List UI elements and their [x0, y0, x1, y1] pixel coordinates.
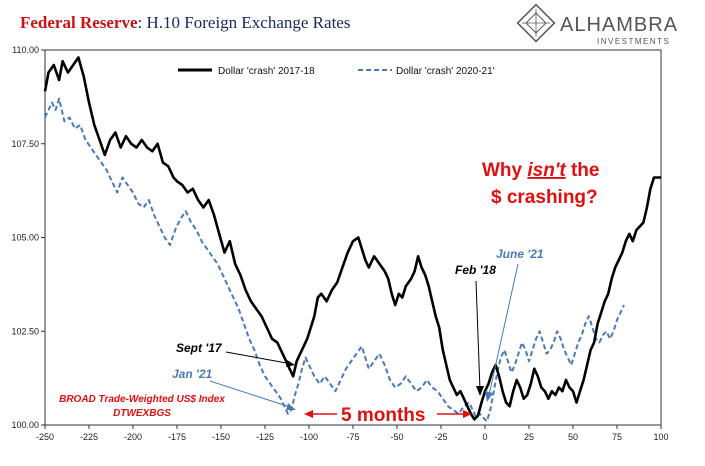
- why-word-the: the: [566, 160, 600, 181]
- y-tick-label: 110.00: [12, 45, 39, 55]
- arrow-june21: [488, 263, 519, 396]
- x-tick-label: -225: [80, 432, 98, 442]
- why-word-a: Why: [482, 160, 527, 181]
- source-line1: BROAD Trade-Weighted US$ Index: [59, 394, 225, 405]
- x-tick-label: -150: [212, 432, 230, 442]
- annotation-jan21: Jan '21: [172, 367, 213, 381]
- arrowhead-june21: [485, 391, 493, 402]
- x-tick-label: 50: [568, 432, 578, 442]
- legend-label-2017: Dollar 'crash' 2017-18: [218, 66, 315, 77]
- x-tick-label: -50: [390, 432, 403, 442]
- y-tick-label: 100.00: [11, 420, 39, 430]
- legend-label-2020: Dollar 'crash' 2020-21': [396, 66, 495, 77]
- why-text-line1: Why isn't the: [482, 160, 599, 181]
- x-tick-label: -125: [256, 432, 274, 442]
- five-months-marker: 5 months: [304, 405, 472, 426]
- y-axis: 100.00 102.50 105.00 107.50 110.00: [11, 45, 45, 430]
- arrowhead-jan21: [286, 403, 296, 410]
- diamond-emblem-icon: [516, 3, 556, 43]
- five-months-label: 5 months: [341, 405, 425, 426]
- x-tick-label: 100: [653, 432, 668, 442]
- legend: Dollar 'crash' 2017-18 Dollar 'crash' 20…: [178, 66, 495, 77]
- annotation-feb18: Feb '18: [455, 263, 496, 277]
- x-tick-label: -200: [124, 432, 142, 442]
- series-line-2020: [44, 97, 625, 423]
- annotation-june21: June '21: [496, 247, 544, 261]
- x-tick-label: -75: [346, 432, 359, 442]
- five-months-arrow-left-icon: [304, 410, 313, 418]
- x-axis: -250 -225 -200 -175 -150 -125 -100 -75 -50 -25 0 25…: [36, 425, 669, 442]
- alhambra-logo: ALHAMBRA INVESTMENTS: [516, 3, 678, 46]
- y-tick-label: 102.50: [11, 326, 39, 336]
- x-tick-label: -250: [36, 432, 54, 442]
- five-months-arrow-right-icon: [463, 410, 472, 418]
- x-tick-label: -25: [434, 432, 447, 442]
- series-layer: [43, 56, 661, 423]
- y-tick-label: 105.00: [11, 233, 39, 243]
- source-line2: DTWEXBGS: [113, 408, 171, 419]
- logo-name: ALHAMBRA: [560, 14, 678, 36]
- why-text-line2: $ crashing?: [491, 187, 598, 208]
- plot-frame: [44, 49, 662, 426]
- x-tick-label: 75: [612, 432, 622, 442]
- chart-title: Federal Reserve: H.10 Foreign Exchange R…: [20, 13, 350, 32]
- arrow-sept17: [225, 351, 293, 365]
- arrowhead-feb18: [476, 386, 484, 396]
- y-tick-label: 107.50: [11, 139, 39, 149]
- x-tick-label: -175: [168, 432, 186, 442]
- arrow-jan21: [209, 380, 294, 409]
- annotation-sept17: Sept '17: [176, 341, 223, 355]
- x-tick-label: -100: [300, 432, 318, 442]
- chart-title-suffix: : H.10 Foreign Exchange Rates: [138, 13, 351, 32]
- x-tick-label: 25: [524, 432, 534, 442]
- arrowhead-sept17: [286, 360, 295, 367]
- logo-sub: INVESTMENTS: [597, 37, 670, 46]
- series-line-2017: [43, 56, 661, 421]
- why-word-isnt: isn't: [527, 160, 566, 181]
- chart-title-prefix: Federal Reserve: [20, 13, 138, 32]
- arrow-feb18: [475, 280, 481, 391]
- x-tick-label: 0: [482, 432, 487, 442]
